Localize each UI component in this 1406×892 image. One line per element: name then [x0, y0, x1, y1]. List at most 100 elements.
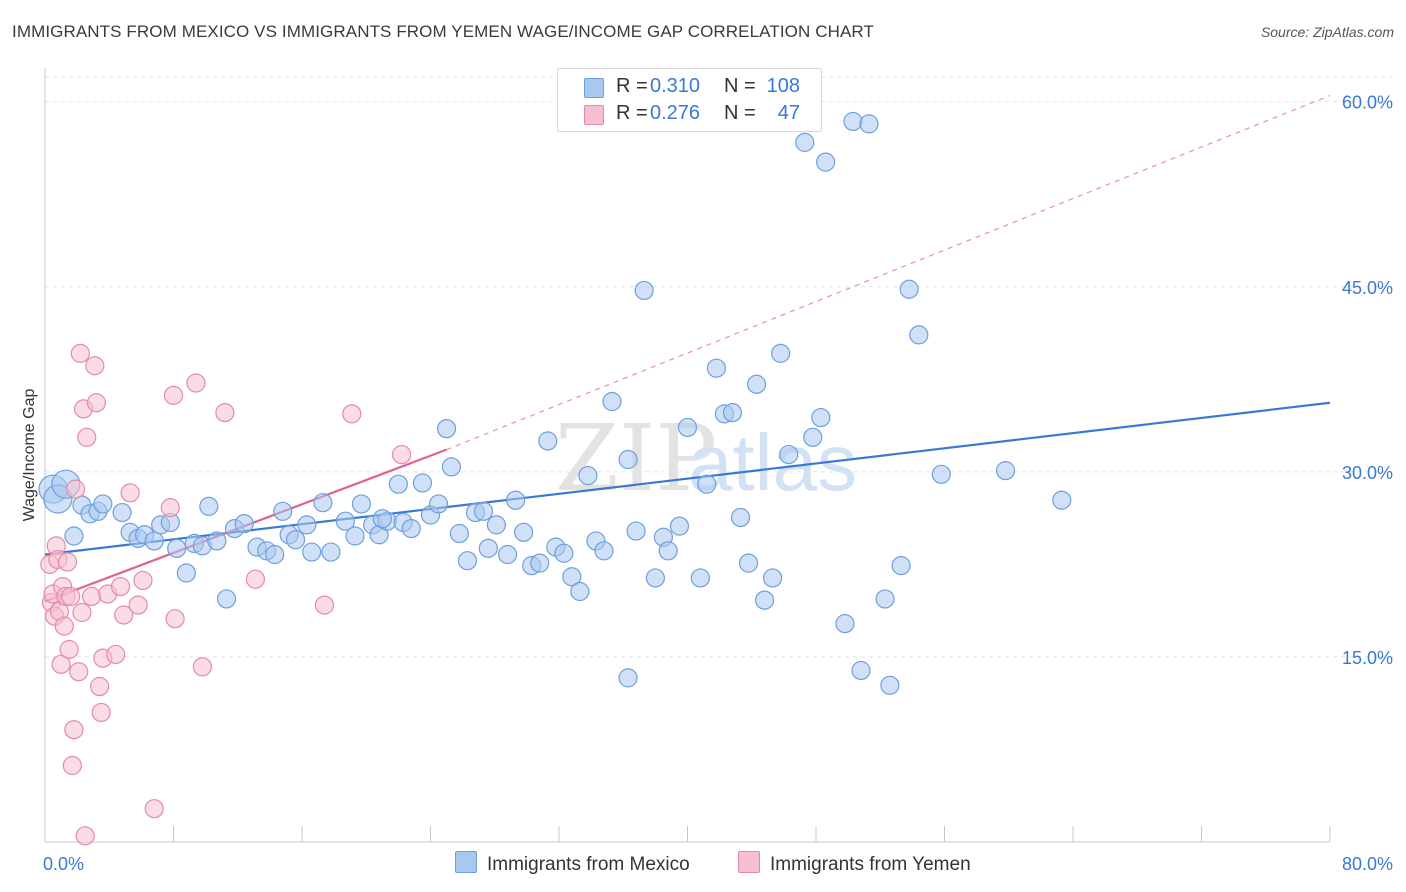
x-tick-label: 0.0%	[43, 854, 84, 874]
bottom-legend-label: Immigrants from Mexico	[487, 854, 690, 875]
y-tick-label: 30.0%	[1342, 463, 1393, 483]
mexico-point	[506, 490, 526, 510]
y-tick-label: 45.0%	[1342, 278, 1393, 298]
mexico-point	[697, 474, 717, 494]
mexico-point	[843, 111, 863, 132]
mexico-point	[779, 444, 799, 465]
legend-row-yemen: R = 0.276 N = 47	[558, 102, 821, 128]
mexico-point	[388, 474, 408, 494]
yemen-point	[133, 570, 153, 591]
mexico-point	[880, 675, 900, 695]
yemen-point	[61, 586, 81, 607]
stats-legend: R = 0.310 N = 108 R = 0.276 N = 47	[557, 68, 822, 132]
mexico-point	[891, 556, 911, 576]
yemen-point	[81, 586, 102, 607]
mexico-point	[199, 496, 219, 516]
yemen-point	[128, 595, 148, 615]
mexico-point	[372, 509, 392, 529]
yemen-point	[192, 657, 213, 677]
legend-n-label: N =	[724, 102, 756, 124]
mexico-point	[771, 343, 791, 363]
yemen-point	[59, 639, 79, 660]
mexico-point	[216, 589, 237, 609]
yemen-point	[106, 644, 126, 665]
mexico-point	[677, 417, 698, 438]
mexico-point	[514, 522, 534, 542]
yemen-point	[69, 662, 89, 682]
yemen-point	[86, 393, 107, 413]
mexico-point	[754, 590, 775, 610]
yemen-point	[54, 616, 74, 636]
mexico-point	[851, 660, 871, 681]
mexico-point	[1052, 490, 1072, 510]
mexico-point	[578, 465, 598, 486]
mexico-point	[746, 374, 767, 394]
yemen-point	[144, 799, 164, 819]
yemen-point	[57, 552, 78, 572]
yemen-point	[245, 569, 266, 589]
mexico-point	[738, 553, 759, 573]
mexico-point	[706, 358, 727, 378]
yemen-point	[90, 676, 110, 697]
mexico-point	[816, 152, 836, 172]
mexico-point	[875, 589, 895, 609]
mexico-point	[618, 668, 638, 688]
y-tick-label: 15.0%	[1342, 648, 1393, 668]
yemen-point	[110, 576, 131, 597]
legend-swatch-mexico	[584, 78, 604, 98]
yemen-point	[314, 595, 335, 615]
mexico-point	[207, 531, 227, 551]
yemen-point	[114, 605, 134, 625]
mexico-point	[498, 544, 518, 565]
mexico-point	[313, 493, 333, 513]
mexico-point	[730, 507, 751, 528]
mexico-point	[763, 568, 783, 588]
legend-n-label: N =	[724, 75, 756, 97]
yemen-point	[77, 427, 97, 447]
mexico-point	[234, 514, 254, 534]
x-tick-label: 80.0%	[1342, 854, 1393, 874]
mexico-point	[690, 568, 710, 588]
mexico-point	[899, 279, 919, 299]
mexico-point	[722, 403, 743, 423]
bottom-legend-label: Immigrants from Yemen	[770, 854, 971, 875]
legend-r-value: 0.276	[650, 102, 701, 124]
mexico-point	[645, 568, 665, 588]
yemen-point	[72, 602, 92, 623]
mexico-point	[554, 543, 574, 563]
bottom-legend-yemen: Immigrants from Yemen	[738, 851, 971, 876]
legend-r-label: R =	[616, 75, 648, 97]
mexico-point	[351, 494, 372, 514]
mexico-point	[457, 551, 478, 571]
mexico-point	[449, 523, 470, 544]
mexico-point	[795, 132, 815, 152]
yemen-point	[342, 404, 362, 424]
yemen-point	[75, 826, 95, 846]
mexico-point	[909, 325, 929, 345]
yemen-point	[186, 373, 206, 393]
yemen-point	[64, 720, 84, 740]
yemen-point	[120, 483, 140, 503]
mexico-point	[176, 563, 196, 583]
yemen-point	[51, 654, 71, 674]
mexico-point	[401, 518, 421, 539]
mexico-point	[618, 449, 638, 470]
mexico-point	[478, 538, 498, 558]
mexico-point	[859, 114, 879, 134]
mexico-point	[634, 280, 654, 301]
mexico-point	[441, 457, 461, 477]
mexico-point	[321, 542, 341, 562]
yemen-trend-extension	[446, 94, 1331, 451]
mexico-point	[538, 431, 558, 451]
yemen-point	[85, 356, 105, 376]
bottom-legend-mexico: Immigrants from Mexico	[455, 851, 690, 876]
mexico-point	[995, 461, 1016, 481]
mexico-point	[931, 464, 951, 484]
mexico-trend-line	[44, 401, 1331, 556]
mexico-point	[297, 515, 317, 535]
mexico-point	[112, 502, 132, 523]
legend-r-label: R =	[616, 102, 648, 124]
mexico-point	[285, 530, 306, 550]
mexico-point	[811, 407, 831, 428]
